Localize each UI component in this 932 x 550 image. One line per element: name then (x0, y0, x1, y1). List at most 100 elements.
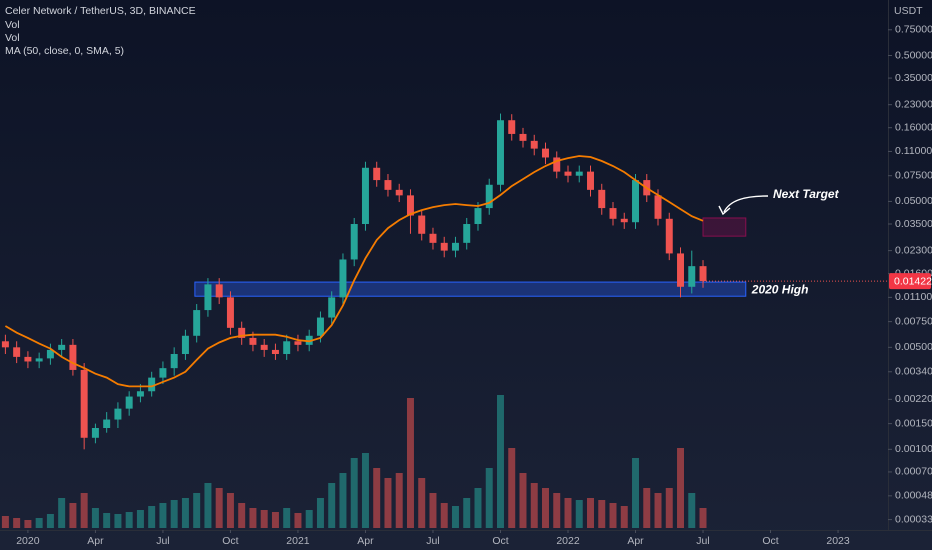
volume-bar (91, 508, 99, 528)
candle-body (519, 133, 527, 141)
candle-body (181, 335, 189, 355)
volume-bar (350, 458, 358, 528)
volume-bar (598, 500, 606, 528)
y-tick-label: 0.00070 (895, 466, 932, 478)
moving-average-line (4, 155, 704, 388)
y-tick-label: 0.23000 (895, 98, 932, 110)
candle-body (170, 354, 178, 369)
volume-bar (406, 398, 414, 528)
y-axis-label: USDT (894, 5, 923, 17)
y-tick-label: 0.11000 (895, 145, 932, 157)
volume-bar (384, 478, 392, 528)
volume-bar (328, 483, 336, 528)
x-tick-label: Apr (357, 535, 374, 547)
candle-body (204, 284, 212, 311)
candle-body (373, 167, 381, 181)
candle-body (46, 349, 54, 359)
candle-body (384, 180, 392, 190)
volume-bar (564, 498, 572, 528)
volume-bar (249, 508, 257, 528)
volume-bar (654, 493, 662, 528)
candle-body (24, 356, 32, 362)
candle-body (451, 242, 459, 251)
volume-bar (316, 498, 324, 528)
volume-bar (485, 468, 493, 528)
x-tick-label: Jul (426, 535, 439, 547)
candle-body (271, 349, 279, 355)
x-tick-label: Oct (222, 535, 238, 547)
volume-bar (80, 493, 88, 528)
arrow-head (718, 205, 731, 216)
candle-body (249, 337, 257, 345)
candle-body (328, 297, 336, 318)
volume-bar (429, 493, 437, 528)
volume-bar (148, 506, 156, 528)
candle-body (260, 344, 268, 350)
volume-bar (508, 448, 516, 528)
last-price-label: 0.01422 (894, 275, 932, 287)
indicator-label: Vol (5, 32, 20, 44)
volume-bar (463, 498, 471, 528)
candle-body (542, 148, 549, 158)
candle-body (159, 368, 167, 378)
volume-bar (699, 508, 707, 528)
arrow (723, 195, 769, 213)
indicator-label: MA (50, close, 0, SMA, 5) (5, 45, 124, 57)
candle-body (620, 218, 628, 223)
candle-body (632, 180, 639, 223)
volume-bar (395, 473, 403, 528)
candle-body (508, 120, 516, 134)
volume-bar (553, 493, 561, 528)
y-tick-label: 0.50000 (895, 49, 932, 61)
candle-body (238, 327, 246, 338)
candle-body (58, 344, 66, 350)
volume-bar (193, 493, 201, 528)
x-tick-label: Jul (696, 535, 709, 547)
candle-body (440, 242, 448, 251)
candle-body (350, 224, 358, 260)
candle-body (688, 266, 696, 287)
volume-bar (159, 503, 167, 528)
volume-bar (24, 520, 32, 528)
candle-body (530, 140, 538, 149)
y-tick-label: 0.00750 (895, 315, 932, 327)
x-tick-label: Apr (627, 535, 644, 547)
x-tick-label: Oct (492, 535, 508, 547)
y-tick-label: 0.00048 (895, 490, 932, 502)
volume-bar (238, 503, 246, 528)
candle-body (1, 341, 9, 348)
y-tick-label: 0.02300 (895, 244, 932, 256)
volume-bar (13, 518, 21, 528)
candle-body (564, 171, 572, 176)
volume-bar (519, 473, 527, 528)
y-tick-label: 0.03500 (895, 218, 932, 230)
y-tick-label: 0.16000 (895, 121, 932, 133)
volume-bar (339, 473, 347, 528)
volume-bar (440, 503, 448, 528)
candle-body (699, 266, 707, 282)
candle-body (35, 358, 43, 362)
y-tick-label: 0.75000 (895, 24, 932, 36)
volume-bar (35, 518, 43, 528)
candle-body (598, 189, 606, 209)
candle-body (553, 157, 561, 172)
x-tick-label: Oct (762, 535, 778, 547)
candle-body (148, 377, 156, 392)
volume-bar (226, 493, 234, 528)
candle-body (395, 189, 403, 196)
candle-body (114, 408, 122, 420)
candle-body (485, 184, 493, 209)
volume-bar (103, 513, 111, 528)
candle-body (665, 218, 673, 254)
candle-body (609, 208, 617, 219)
y-tick-label: 0.00100 (895, 443, 932, 455)
candle-body (406, 195, 414, 216)
y-tick-label: 0.05000 (895, 195, 932, 207)
x-tick-label: Jul (156, 535, 169, 547)
y-tick-label: 0.00150 (895, 417, 932, 429)
candle-body (136, 391, 144, 397)
volume-bar (418, 478, 426, 528)
